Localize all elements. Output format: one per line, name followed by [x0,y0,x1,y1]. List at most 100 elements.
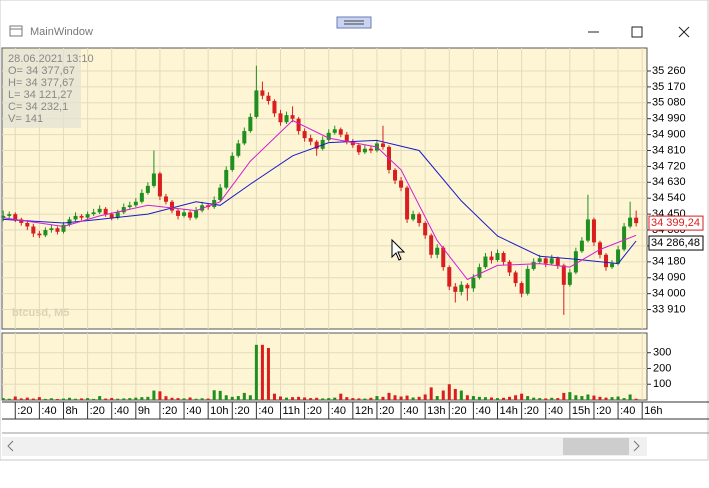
volume-bar [176,398,180,400]
volume-bar [502,397,506,400]
close-button[interactable] [678,26,690,38]
volume-bar [405,395,409,400]
x-tick-label: 13h [427,405,445,417]
volume-bar [321,398,325,400]
volume-bar [260,344,264,400]
candle-body [344,134,349,142]
y-tick-label: 34 990 [652,113,686,125]
volume-bar [616,396,620,400]
volume-bar [164,396,168,400]
candle-body [254,90,259,117]
candle-body [332,129,337,133]
candle-body [115,212,120,218]
candle-body [405,187,410,220]
candle-body [49,228,54,231]
candle-body [37,233,42,236]
volume-bar [447,384,451,400]
candle-body [284,115,289,123]
volume-bar [182,398,186,400]
volume-bar [1,398,5,400]
y-tick-label: 35 260 [652,65,686,77]
candle-body [579,240,584,252]
mouse-cursor [391,238,406,261]
volume-bar [489,397,493,400]
volume-bar [628,394,632,400]
volume-bar [526,396,530,400]
x-tick-label: :40 [186,405,201,417]
x-tick-label: :20 [17,405,32,417]
volume-bar [146,396,150,400]
volume-bar [339,393,343,400]
volume-bar [465,395,469,400]
candle-body [278,113,283,123]
x-tick-label: :20 [379,405,394,417]
volume-bar [429,387,433,400]
moving-average [3,139,637,265]
candle-body [362,148,367,153]
volume-bar [31,398,35,400]
candle-body [350,141,355,146]
candle-body [537,258,542,262]
candle-body [356,145,361,153]
x-tick-label: :20 [234,405,249,417]
volume-bar [212,390,216,400]
volume-bar [538,398,542,400]
candle-body [133,201,138,206]
volume-bar [423,394,427,400]
volume-bar [592,395,596,400]
x-tick-label: :40 [41,405,56,417]
volume-bar [230,396,234,400]
volume-bar [152,390,156,400]
candle-body [525,268,530,294]
volume-bar [110,397,114,400]
volume-bar [68,397,72,400]
volume-bar [604,397,608,400]
candle-body [109,214,114,218]
candle-body [260,90,265,96]
candle-body [139,192,144,202]
volume-bar [218,390,222,400]
candle-body [218,187,223,200]
watermark: btcusd, M5 [12,307,69,319]
candle-body [411,214,416,220]
scroll-right[interactable] [633,440,640,452]
candle-body [236,143,241,156]
candle-body [1,215,6,218]
maximize-button[interactable] [631,26,643,38]
candle-body [555,258,560,266]
x-tick-label: 8h [65,405,77,417]
candle-body [157,173,162,197]
scroll-left[interactable] [7,440,14,452]
volume-bar [453,388,457,400]
volume-bar [170,397,174,400]
candle-body [7,214,12,216]
volume-bar [532,397,536,400]
x-tick-label: 12h [355,405,373,417]
volume-bar [248,395,252,400]
volume-bar [520,393,524,400]
volume-bar [562,392,566,400]
candle-body [121,207,126,213]
candle-body [145,185,150,193]
candle-body [79,215,84,218]
volume-bar [236,396,240,400]
y-tick-label: 35 170 [652,81,686,93]
candle-body [393,169,398,181]
plot [1,65,639,400]
candle-body [176,210,181,216]
candle-body [55,228,60,232]
scroll-thumb[interactable] [563,438,629,455]
candle-body [423,222,428,236]
volume-bar [242,392,246,400]
candle-body [230,155,235,170]
moving-average [3,119,637,281]
candle-body [338,129,343,135]
volume-bar [80,398,84,400]
volume-bar [441,390,445,400]
candle-body [585,219,590,241]
candle-body [531,261,536,269]
scrollbar[interactable] [2,437,647,456]
toolbar-grip[interactable] [336,16,372,29]
candle-body [169,201,174,211]
y-tick-label: 33 910 [652,303,686,315]
